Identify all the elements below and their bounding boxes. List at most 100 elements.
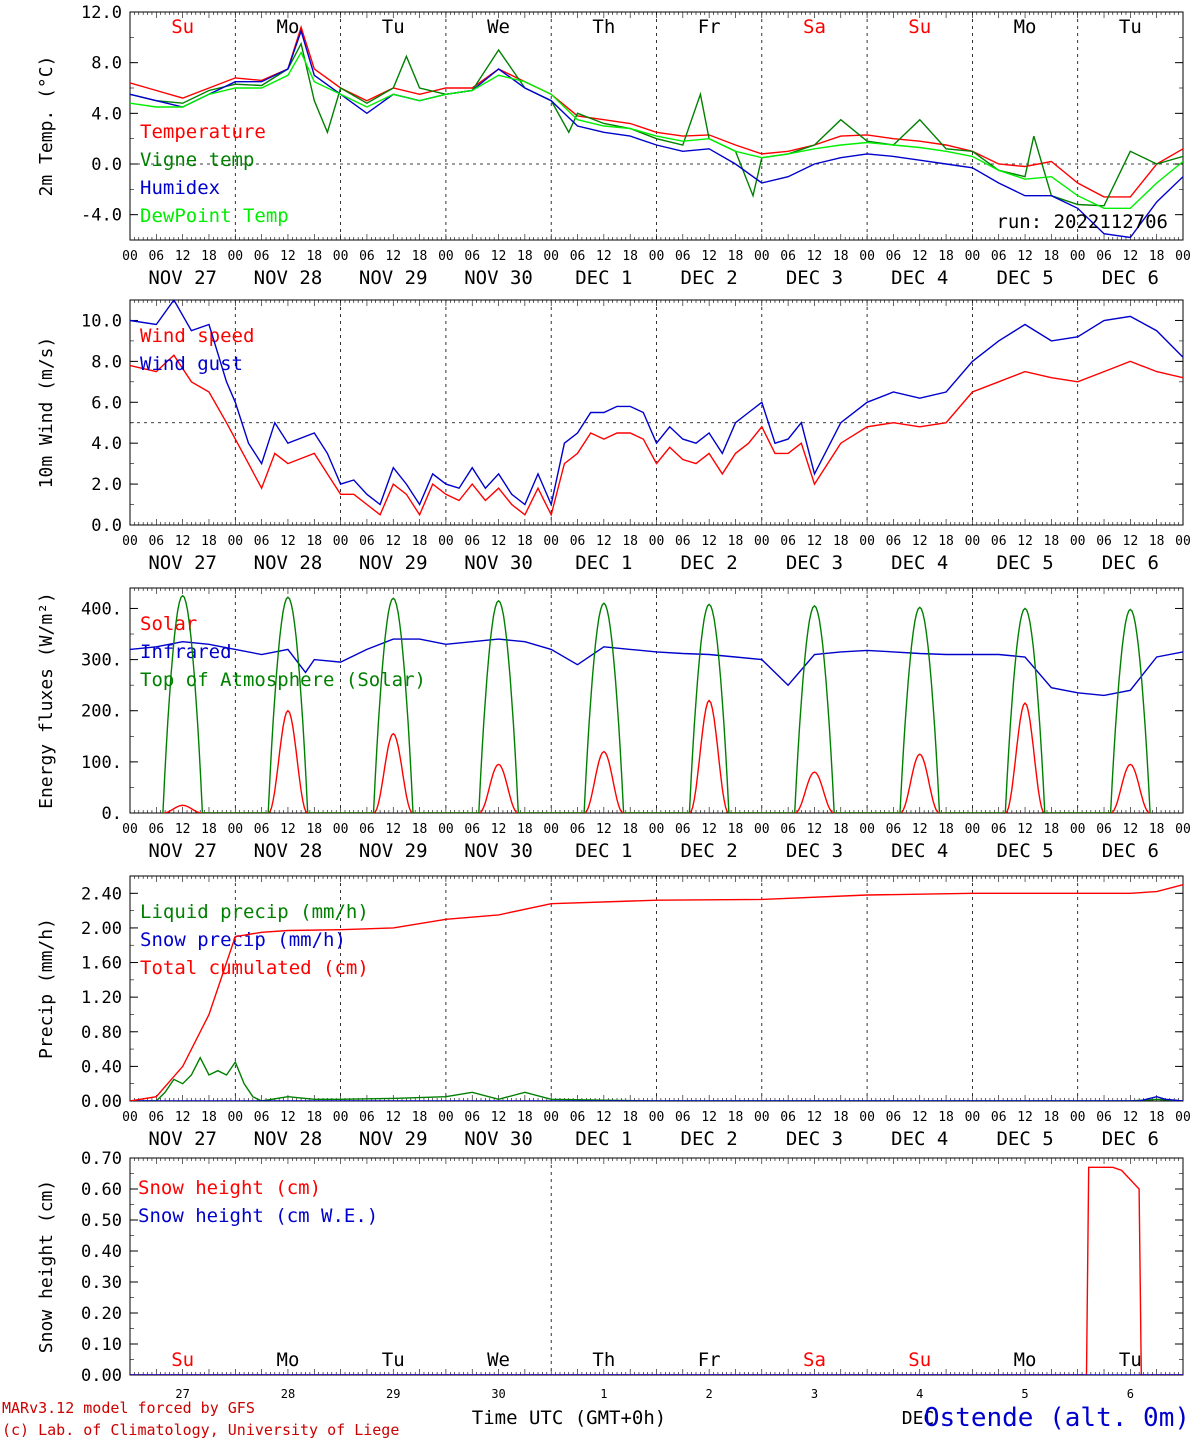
hour-label: 00	[122, 1110, 138, 1125]
date-label: DEC 4	[891, 840, 948, 862]
series-line-2	[130, 638, 1183, 697]
hour-label: 06	[464, 822, 480, 837]
hour-label: 00	[227, 534, 243, 549]
y-tick-label: 2.40	[81, 884, 122, 904]
hour-label: 00	[438, 249, 454, 264]
panel-4: 0.00 0.40 0.80 1.20 1.60 2.00 2.40 Precip (mm/h…	[36, 875, 1191, 1150]
hour-label: 18	[412, 822, 428, 837]
series-line-3	[130, 28, 1183, 239]
hour-label: 12	[596, 534, 612, 549]
y-tick-label: 2.0	[91, 475, 122, 495]
hour-label: 12	[912, 534, 928, 549]
y-tick-label: 4.0	[91, 104, 122, 124]
hour-label: 12	[807, 534, 823, 549]
hour-label: 12	[175, 1110, 191, 1125]
date-label: DEC 5	[996, 552, 1053, 574]
date-label: NOV 30	[464, 267, 533, 289]
hour-label: 06	[254, 822, 270, 837]
hour-label: 12	[280, 534, 296, 549]
station-label: Ostende (alt. 0m)	[924, 1403, 1190, 1433]
date-label: DEC 2	[681, 267, 738, 289]
y-tick-label: 300.	[81, 651, 122, 671]
hour-label: 18	[1149, 1110, 1165, 1125]
hour-label: 06	[780, 249, 796, 264]
weekday-label: Tu	[382, 16, 405, 38]
y-tick-label: 100.	[81, 753, 122, 773]
hour-label: 00	[965, 822, 981, 837]
date-label: NOV 29	[359, 840, 428, 862]
hour-label: 12	[491, 822, 507, 837]
legend-entry: Wind speed	[140, 325, 254, 347]
hour-label: 00	[1070, 822, 1086, 837]
hour-label: 00	[649, 249, 665, 264]
hour-label: 18	[517, 249, 533, 264]
run-label: run: 2022112706	[996, 211, 1168, 233]
hour-label: 00	[438, 534, 454, 549]
weekday-label: Tu	[1119, 1349, 1142, 1371]
hour-label: 06	[1096, 1110, 1112, 1125]
hour-label: 12	[807, 249, 823, 264]
weekday-label: Fr	[698, 1349, 721, 1371]
hour-label: 18	[833, 1110, 849, 1125]
legend-entry: Temperature	[140, 121, 266, 143]
hour-label: 00	[333, 249, 349, 264]
panel-1: -4.0 0.0 4.0 8.0 12.0 2m Temp. (°C) 00 06 12 18 00…	[36, 3, 1191, 289]
y-tick-label: -4.0	[81, 206, 122, 226]
hour-label: 18	[306, 1110, 322, 1125]
y-tick-label: 0.40	[81, 1242, 122, 1262]
hour-label: 18	[517, 534, 533, 549]
credit-line-2: (c) Lab. of Climatology, University of L…	[2, 1421, 399, 1439]
hour-label: 12	[175, 534, 191, 549]
hour-label: 18	[412, 249, 428, 264]
hour-label: 12	[491, 249, 507, 264]
series-line-1	[130, 24, 1183, 198]
hour-label: 12	[175, 822, 191, 837]
hour-label: 00	[227, 249, 243, 264]
hour-label: 18	[728, 249, 744, 264]
hour-label: 12	[1017, 1110, 1033, 1125]
hour-label: 12	[1017, 249, 1033, 264]
y-tick-label: 0.50	[81, 1211, 122, 1231]
date-label: DEC 3	[786, 267, 843, 289]
hour-label: 12	[1017, 822, 1033, 837]
y-axis-label: Precip (mm/h)	[36, 918, 57, 1059]
date-label: DEC 4	[891, 267, 948, 289]
legend-entry: DewPoint Temp	[140, 205, 289, 227]
hour-label: 18	[1149, 249, 1165, 264]
date-label: DEC 6	[1102, 1128, 1159, 1150]
hour-label: 00	[1070, 534, 1086, 549]
hour-label: 00	[754, 1110, 770, 1125]
legend-entry: Infrared	[140, 641, 232, 663]
hour-label: 00	[859, 534, 875, 549]
legend-entry: Snow height (cm W.E.)	[138, 1205, 378, 1227]
hour-label: 18	[833, 822, 849, 837]
hour-label: 00	[1070, 1110, 1086, 1125]
hour-label: 12	[912, 249, 928, 264]
y-axis-label: 10m Wind (m/s)	[36, 337, 57, 489]
hour-label: 00	[543, 534, 559, 549]
hour-label: 18	[833, 534, 849, 549]
day-number-label: 1	[600, 1387, 607, 1401]
hour-label: 12	[385, 1110, 401, 1125]
hour-label: 00	[1175, 534, 1191, 549]
y-tick-label: 8.0	[91, 352, 122, 372]
legend-entry: Vigne temp	[140, 149, 254, 171]
y-tick-label: 0.70	[81, 1149, 122, 1169]
hour-label: 12	[1123, 534, 1139, 549]
hour-label: 18	[622, 1110, 638, 1125]
series-line-1	[130, 1166, 1183, 1375]
weekday-label: Mo	[277, 1349, 300, 1371]
hour-label: 06	[359, 534, 375, 549]
hour-label: 06	[991, 534, 1007, 549]
hour-label: 00	[859, 822, 875, 837]
hour-label: 06	[464, 534, 480, 549]
weekday-label: Mo	[1014, 1349, 1037, 1371]
hour-label: 00	[1175, 249, 1191, 264]
hour-label: 18	[938, 534, 954, 549]
hour-label: 12	[807, 1110, 823, 1125]
hour-label: 06	[675, 822, 691, 837]
legend-entry: Humidex	[140, 177, 220, 199]
panel-3: 0. 100. 200. 300. 400. Energy fluxes (W/m²) 00…	[36, 587, 1191, 862]
credit-line-1: MARv3.12 model forced by GFS	[2, 1399, 255, 1417]
date-label: DEC 1	[575, 552, 632, 574]
